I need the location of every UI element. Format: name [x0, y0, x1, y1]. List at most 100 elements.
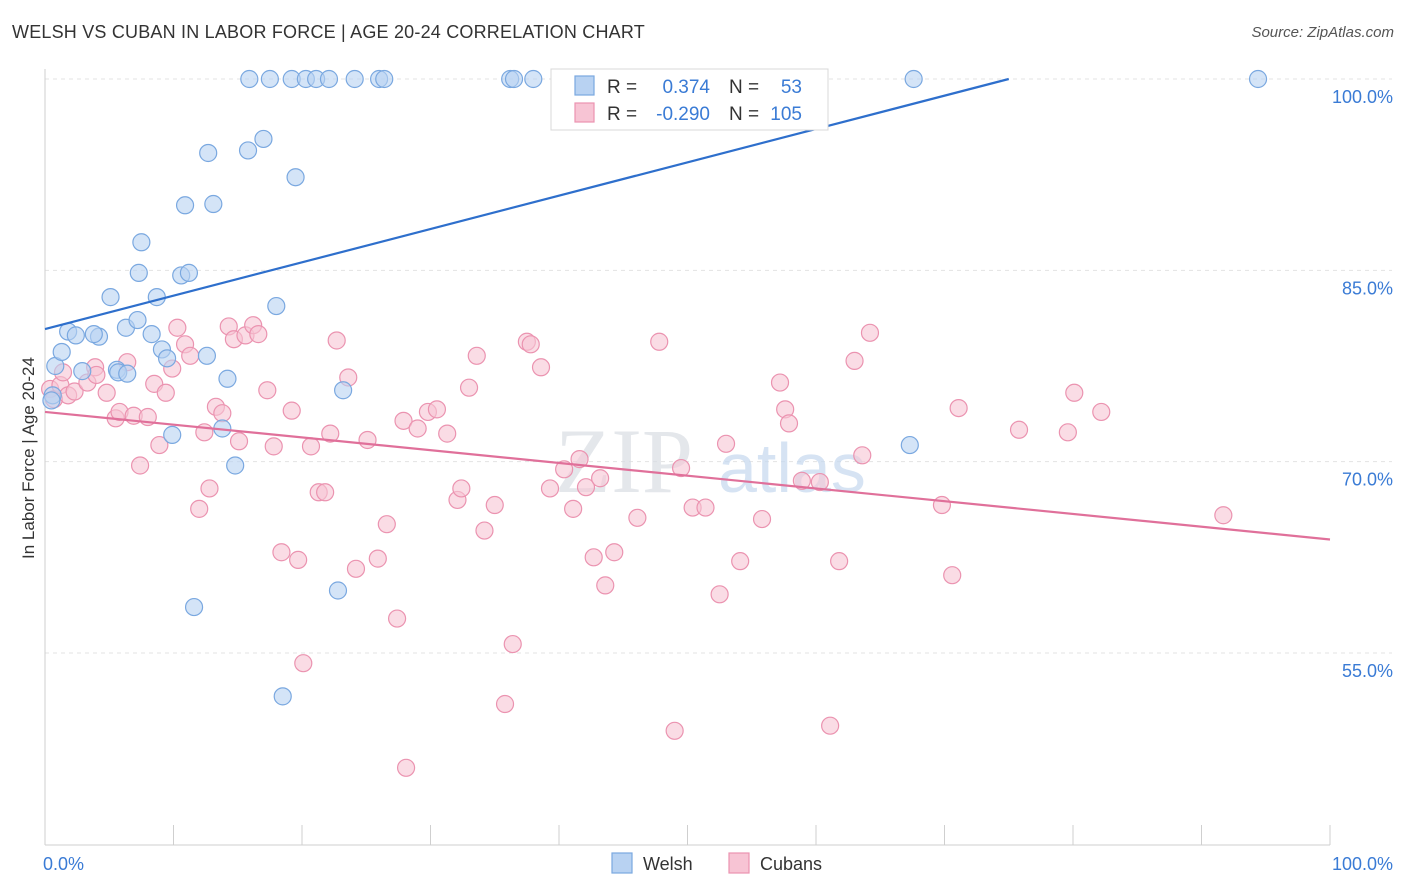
cubans-point-101 [1058, 423, 1077, 442]
cubans-point-33 [249, 325, 268, 344]
welsh-point-24 [175, 196, 195, 215]
legend-r-value-welsh: 0.374 [662, 77, 710, 98]
cubans-point-62 [485, 495, 504, 515]
y-tick-labels: 100.0% 85.0% 70.0% 55.0% [1332, 87, 1393, 681]
legend-n-label-cubans: N = [729, 104, 759, 125]
cubans-point-20 [168, 318, 187, 337]
cubans-point-9 [97, 383, 116, 402]
cubans-point-61 [475, 521, 494, 540]
cubans-point-75 [596, 576, 615, 595]
trend-lines [44, 77, 1331, 541]
cubans-point-102 [1065, 383, 1084, 402]
y-tick-label-1: 85.0% [1342, 278, 1393, 298]
cubans-point-42 [316, 483, 335, 502]
chart-source: Source: ZipAtlas.com [1251, 24, 1394, 41]
bottom-legend-label-cubans: Cubans [760, 854, 822, 874]
cubans-point-43 [321, 424, 340, 443]
cubans-point-104 [1214, 506, 1233, 525]
cubans-point-48 [368, 549, 387, 568]
welsh-point-33 [240, 69, 259, 89]
cubans-point-91 [810, 472, 829, 492]
cubans-point-23 [190, 499, 209, 518]
cubans-point-98 [943, 566, 962, 585]
cubans-point-64 [503, 634, 522, 654]
cubans-point-51 [394, 411, 413, 430]
welsh-point-47 [375, 69, 394, 89]
welsh-point-23 [179, 263, 199, 282]
cubans-point-68 [540, 479, 560, 498]
cubans-point-92 [821, 716, 840, 735]
welsh-points [42, 69, 1268, 706]
legend-r-label-welsh: R = [607, 77, 637, 98]
x-tick-label-1: 100.0% [1332, 854, 1393, 874]
legend-box [550, 68, 829, 131]
welsh-point-17 [142, 325, 161, 344]
cubans-point-46 [346, 559, 366, 578]
cubans-point-77 [628, 508, 647, 527]
cubans-point-89 [779, 414, 799, 433]
legend-r-value-cubans: -0.290 [656, 104, 710, 125]
cubans-point-5 [65, 382, 84, 401]
cubans-point-18 [156, 383, 175, 402]
welsh-point-52 [1248, 69, 1268, 89]
y-tick-label-0: 100.0% [1332, 87, 1393, 107]
cubans-point-66 [521, 335, 540, 354]
cubans-point-22 [181, 346, 200, 365]
welsh-point-37 [273, 687, 292, 706]
welsh-point-28 [204, 194, 223, 214]
welsh-point-15 [129, 263, 148, 282]
welsh-point-18 [147, 288, 166, 307]
y-tick-label-2: 70.0% [1342, 470, 1393, 490]
cubans-point-97 [932, 495, 952, 515]
welsh-trend-line [44, 77, 1010, 331]
grid-lines [45, 78, 1392, 654]
watermark-atlas: atlas [718, 429, 866, 507]
welsh-point-21 [163, 425, 182, 444]
legend-n-value-welsh: 53 [781, 77, 802, 98]
cubans-point-63 [495, 694, 515, 714]
welsh-point-6 [73, 362, 92, 381]
cubans-point-94 [845, 351, 864, 370]
welsh-point-2 [42, 391, 61, 410]
y-axis-label: In Labor Force | Age 20-24 [19, 357, 38, 559]
legend-swatch-welsh [574, 75, 595, 96]
welsh-point-27 [199, 143, 218, 163]
cubans-point-36 [272, 543, 291, 562]
chart-title: WELSH VS CUBAN IN LABOR FORCE | AGE 20-2… [12, 22, 645, 42]
cubans-point-39 [294, 654, 313, 673]
cubans-point-84 [716, 434, 736, 453]
cubans-point-50 [387, 609, 407, 628]
welsh-point-43 [328, 581, 348, 600]
welsh-point-5 [66, 326, 85, 345]
bottom-legend-label-welsh: Welsh [643, 854, 693, 874]
watermark: ZIP atlas [555, 410, 866, 512]
cubans-point-95 [853, 446, 872, 465]
bottom-legend-swatch-cubans [728, 852, 750, 874]
welsh-point-39 [286, 168, 305, 187]
cubans-point-71 [570, 450, 589, 469]
cubans-point-93 [830, 552, 849, 571]
axes [44, 69, 1331, 846]
x-tick-labels: 0.0% 100.0% [43, 854, 1393, 874]
cubans-point-70 [564, 499, 583, 518]
welsh-point-34 [254, 129, 273, 149]
cubans-point-37 [282, 401, 301, 420]
legend-n-label-welsh: N = [729, 77, 759, 98]
cubans-point-38 [289, 550, 308, 569]
welsh-point-50 [524, 69, 543, 89]
cubans-point-87 [770, 373, 790, 392]
welsh-point-12 [101, 288, 120, 307]
cubans-point-55 [427, 400, 447, 419]
cubans-point-60 [467, 346, 486, 365]
welsh-point-35 [260, 69, 279, 89]
welsh-point-42 [319, 69, 339, 89]
cubans-point-34 [258, 381, 277, 400]
cubans-point-44 [327, 331, 346, 350]
cubans-point-100 [1009, 420, 1029, 439]
welsh-point-49 [504, 69, 524, 89]
cubans-point-47 [358, 430, 377, 450]
cubans-point-67 [531, 358, 551, 377]
cubans-point-86 [752, 509, 772, 529]
welsh-point-8 [84, 325, 103, 344]
